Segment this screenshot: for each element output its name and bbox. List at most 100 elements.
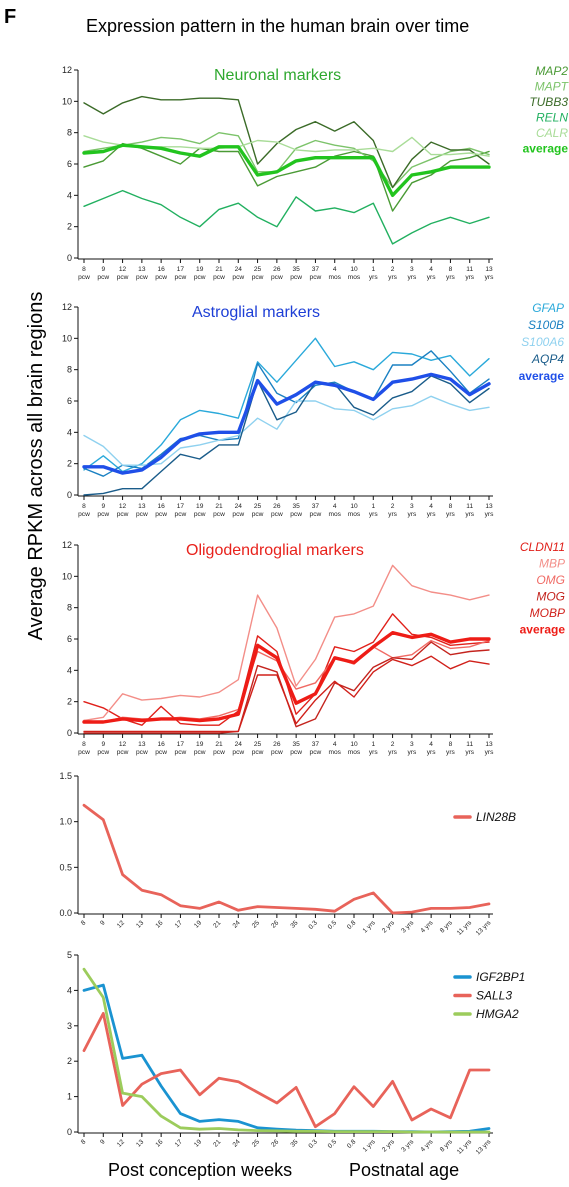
x-tick-label: yrs — [485, 511, 494, 518]
x-tick-label: 26 — [270, 919, 280, 929]
series-line-average — [82, 143, 491, 198]
x-tick-label: yrs — [427, 749, 436, 756]
x-tick-label: 16 — [157, 741, 165, 748]
series-line-gfap — [83, 337, 490, 473]
x-tick-label: pcw — [78, 274, 90, 281]
x-tick-label: 9 — [101, 266, 105, 273]
x-tick-label: 2 yrs — [381, 919, 397, 935]
x-tick-label: 16 — [154, 919, 164, 929]
x-tick-label: yrs — [446, 511, 455, 518]
series-line-average — [82, 631, 491, 724]
legend-entry: S100B — [528, 318, 564, 332]
series-line-tubb3 — [83, 95, 490, 189]
x-tick-label: yrs — [427, 274, 436, 281]
x-tick-label: pcw — [175, 274, 187, 281]
x-tick-label: 16 — [157, 503, 165, 510]
x-tick-label: yrs — [446, 274, 455, 281]
x-tick-label: yrs — [369, 274, 378, 281]
x-tick-label: 3 yrs — [400, 919, 416, 935]
y-tick-label: 12 — [62, 302, 72, 312]
series-line-sall3 — [82, 1012, 491, 1129]
x-tick-label: 8 — [449, 741, 453, 748]
x-tick-label: pcw — [97, 511, 109, 518]
x-tick-label: 13 — [135, 919, 145, 929]
legend-entry: MOBP — [530, 606, 565, 620]
x-tick-label: 13 — [485, 503, 493, 510]
series-line-cldn11 — [83, 613, 490, 726]
x-tick-label: 35 — [292, 741, 300, 748]
x-tick-label: 0.8 — [346, 919, 358, 931]
x-tick-label: 8 — [449, 503, 453, 510]
x-tick-label: yrs — [427, 511, 436, 518]
x-tick-label: pcw — [213, 511, 225, 518]
x-tick-label: 4 yrs — [419, 919, 435, 935]
y-tick-label: 8 — [67, 603, 72, 613]
x-tick-label: 4 — [429, 741, 433, 748]
x-tick-label: 21 — [215, 741, 223, 748]
x-tick-label: 25 — [254, 503, 262, 510]
x-tick-label: 10 — [350, 741, 358, 748]
x-tick-label: 21 — [212, 919, 222, 929]
x-tick-label: 24 — [235, 741, 243, 748]
x-tick-label: 13 yrs — [475, 919, 493, 937]
x-tick-label: mos — [328, 511, 341, 518]
x-tick-label: 4 yrs — [419, 1138, 435, 1154]
x-tick-label: yrs — [465, 749, 474, 756]
y-tick-label: 0 — [67, 253, 72, 263]
legend-entry: MBP — [539, 557, 565, 571]
x-tick-label: pcw — [310, 749, 322, 756]
x-tick-label: pcw — [97, 274, 109, 281]
x-tick-label: 0.3 — [307, 1138, 319, 1150]
x-tick-label: 3 — [410, 741, 414, 748]
series-line-s100b — [83, 350, 490, 477]
x-tick-label: 16 — [154, 1138, 164, 1148]
x-tick-label: 4 — [333, 503, 337, 510]
x-tick-label: pcw — [136, 511, 148, 518]
y-tick-label: 2 — [67, 697, 72, 707]
x-tick-label: 17 — [174, 1138, 184, 1148]
x-tick-label: 1 — [371, 741, 375, 748]
y-tick-label: 10 — [62, 333, 72, 343]
chart-panels: 0246810128pcw9pcw12pcw13pcw16pcw17pcw19p… — [59, 64, 569, 1156]
x-tick-label: 16 — [157, 266, 165, 273]
panel-letter: F — [4, 6, 16, 28]
panel-title: Neuronal markers — [214, 67, 341, 84]
legend-entry: AQP4 — [531, 352, 564, 366]
x-axis-title-left: Post conception weeks — [108, 1160, 292, 1180]
x-tick-label: pcw — [155, 511, 167, 518]
x-tick-label: 19 — [196, 741, 204, 748]
legend-entry: MAP2 — [535, 64, 568, 78]
x-tick-label: 2 — [391, 503, 395, 510]
x-tick-label: 8 — [82, 741, 86, 748]
x-tick-label: yrs — [369, 511, 378, 518]
x-tick-label: mos — [348, 511, 361, 518]
x-tick-label: 24 — [235, 266, 243, 273]
x-tick-label: 25 — [251, 1138, 261, 1148]
y-tick-label: 10 — [62, 96, 72, 106]
x-tick-label: yrs — [407, 511, 416, 518]
legend-entry: average — [519, 369, 565, 383]
x-tick-label: 25 — [254, 266, 262, 273]
x-tick-label: pcw — [271, 511, 283, 518]
x-tick-label: pcw — [252, 749, 264, 756]
x-tick-label: pcw — [290, 274, 302, 281]
x-tick-label: 19 — [193, 919, 203, 929]
x-tick-label: mos — [348, 749, 361, 756]
series-line-hmga2 — [82, 967, 491, 1134]
legend-entry: TUBB3 — [529, 95, 568, 109]
x-tick-label: 13 — [138, 503, 146, 510]
x-tick-label: pcw — [117, 274, 129, 281]
x-tick-label: 37 — [312, 503, 320, 510]
x-tick-label: pcw — [213, 274, 225, 281]
legend-entry: average — [523, 142, 569, 156]
x-tick-label: 35 — [292, 503, 300, 510]
x-tick-label: pcw — [232, 274, 244, 281]
y-tick-label: 0 — [67, 490, 72, 500]
x-tick-label: 12 — [116, 1138, 126, 1148]
x-tick-label: 3 — [410, 503, 414, 510]
x-tick-label: 9 — [101, 503, 105, 510]
x-tick-label: 24 — [235, 503, 243, 510]
x-tick-label: 13 — [485, 266, 493, 273]
x-tick-label: 21 — [215, 266, 223, 273]
x-tick-label: mos — [328, 274, 341, 281]
